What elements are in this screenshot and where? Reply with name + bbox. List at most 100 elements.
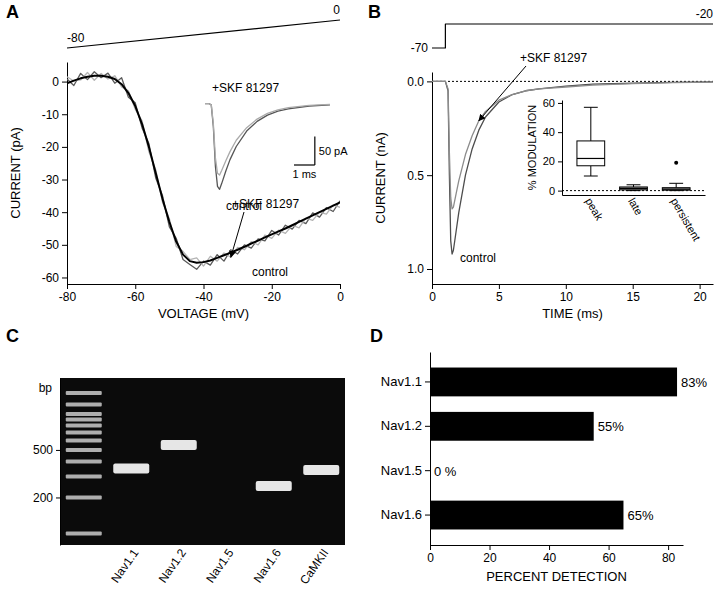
tick-mark	[62, 212, 67, 213]
trace	[432, 81, 713, 254]
series-label: +SKF 81297	[520, 51, 587, 65]
tick-label: 40	[543, 126, 555, 138]
trace	[67, 72, 340, 270]
tick-label: 5	[496, 290, 503, 304]
tick: Nav1.1	[108, 545, 141, 585]
tick-label: persistent	[669, 196, 703, 243]
tick: 0	[427, 545, 434, 565]
tick-mark	[549, 545, 550, 550]
axis: 0.00.51.0	[407, 73, 432, 285]
tick-label: 1.0	[407, 262, 424, 276]
tick-mark	[340, 284, 341, 289]
plot-area	[205, 104, 330, 190]
tick-mark	[425, 470, 430, 471]
outlier	[674, 161, 678, 165]
tick-mark	[425, 515, 430, 516]
tick: Nav1.5	[203, 545, 236, 585]
tick-mark	[425, 381, 430, 382]
tick: 1.0	[407, 262, 432, 276]
tick-mark	[62, 180, 67, 181]
ladder-band	[66, 391, 102, 395]
whisker-cap	[584, 176, 598, 177]
tick-mark	[633, 284, 634, 289]
tick: 40	[543, 545, 557, 565]
tick: Nav1.6	[381, 507, 430, 522]
tick-mark	[427, 81, 432, 82]
panel: D020406080Nav1.1Nav1.2Nav1.5Nav1.6PERCEN…	[370, 326, 708, 584]
ladder-band	[66, 474, 102, 478]
tick: persistent	[669, 195, 703, 243]
bar	[430, 501, 623, 530]
tick-label: -10	[42, 108, 60, 122]
inset-panel: 0204060peaklatepersistent% MODULATION	[526, 97, 706, 243]
axis-line	[431, 545, 684, 546]
tick: 15	[627, 284, 641, 304]
median	[620, 188, 648, 189]
trace	[432, 81, 713, 209]
data-label: 65%	[627, 508, 653, 523]
tick-label: 60	[543, 97, 555, 109]
tick: 20	[483, 545, 497, 565]
panel: 50 pA1 ms+SKF 81297control	[205, 81, 348, 213]
tick: 0	[429, 284, 436, 304]
tick-label: 0	[549, 185, 555, 197]
tick-label: Nav1.2	[381, 418, 422, 433]
tick: -30	[42, 173, 67, 187]
tick-label: 10	[560, 290, 574, 304]
plot-area	[430, 368, 677, 530]
ladder-band	[66, 531, 102, 535]
tick-mark	[135, 284, 136, 289]
tick-label: -80	[59, 290, 77, 304]
tick: 0	[337, 284, 344, 304]
median	[577, 158, 605, 159]
tick-label: -20	[42, 140, 60, 154]
tick-label: CaMKII	[297, 546, 331, 587]
tick-mark	[609, 545, 610, 550]
tick-mark	[272, 284, 273, 289]
band	[256, 481, 292, 491]
ladder-band	[66, 412, 102, 416]
tick-mark	[558, 103, 562, 104]
band	[303, 465, 339, 475]
ladder-band	[66, 417, 102, 421]
scale-bar-label: 50 pA	[319, 145, 348, 157]
protocol-label: -80	[67, 31, 85, 45]
tick: 40	[543, 126, 562, 138]
tick-mark	[56, 497, 60, 498]
whisker	[590, 107, 591, 141]
panel: B051015200.00.51.0TIME (ms)CURRENT (nA)-…	[368, 2, 714, 321]
whisker-cap	[669, 183, 683, 184]
tick-mark	[62, 147, 67, 148]
box	[577, 141, 605, 166]
bar	[430, 368, 677, 397]
series-label: control	[226, 199, 262, 213]
axis: 0-10-20-30-40-50-60	[42, 63, 68, 285]
panel: A-80-60-40-2000-10-20-30-40-50-60VOLTAGE…	[6, 2, 344, 321]
axis-title: CURRENT (nA)	[373, 132, 388, 224]
ladder-band	[66, 424, 102, 428]
tick-label: 20	[693, 290, 707, 304]
tick: -40	[42, 206, 67, 220]
tick-label: -40	[195, 290, 213, 304]
protocol	[67, 20, 340, 48]
tick-mark	[558, 132, 562, 133]
data-label: 55%	[598, 419, 624, 434]
axis-line	[61, 545, 346, 546]
tick: -80	[59, 284, 77, 304]
series-label: control	[252, 265, 288, 279]
tick-label: Nav1.5	[203, 546, 236, 585]
tick: 0	[549, 185, 562, 197]
tick-mark	[700, 284, 701, 289]
panel-letter: A	[6, 2, 19, 22]
panel: C500200bpNav1.1Nav1.2Nav1.5Nav1.6CaMKII	[6, 326, 346, 587]
bar	[430, 412, 594, 441]
tick-label: 60	[602, 551, 616, 565]
tick-label: 0	[427, 551, 434, 565]
tick-mark	[499, 284, 500, 289]
axis-title: PERCENT DETECTION	[486, 569, 627, 584]
axis: -80-60-40-200	[59, 284, 344, 304]
tick: -20	[264, 284, 282, 304]
tick-mark	[62, 114, 67, 115]
tick: 20	[693, 284, 707, 304]
protocol-label: -70	[411, 41, 429, 55]
